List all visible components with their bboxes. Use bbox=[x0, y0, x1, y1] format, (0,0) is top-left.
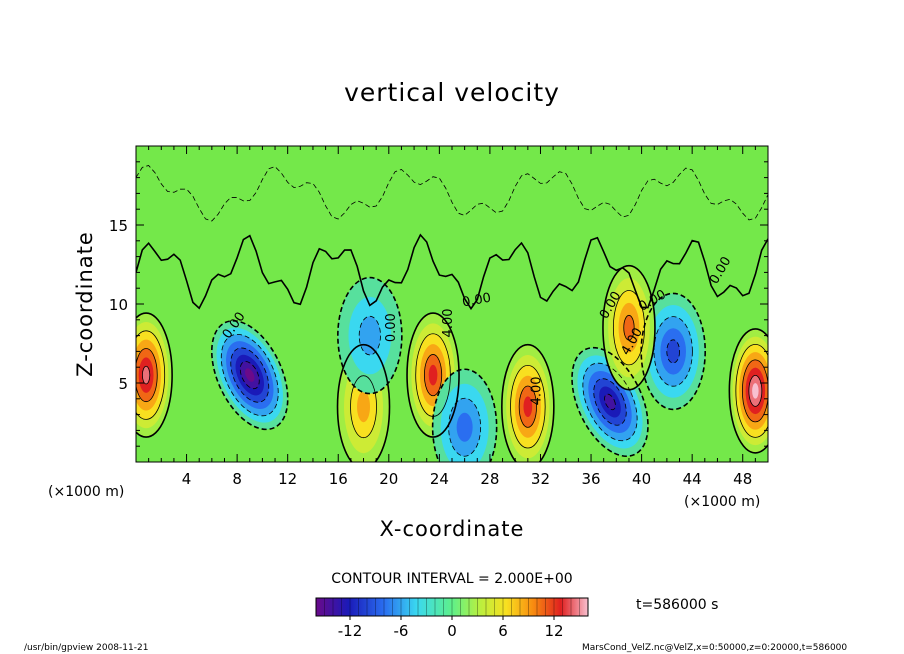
x-unit-right: (×1000 m) bbox=[684, 494, 760, 510]
x-tick-label: 8 bbox=[232, 470, 242, 488]
x-tick-label: 40 bbox=[632, 470, 651, 488]
upper-contour bbox=[136, 165, 768, 222]
zero-contour bbox=[136, 233, 768, 311]
x-axis-ticks: 4 8 12 16 20 24 28 32 36 40 44 48 bbox=[148, 146, 756, 488]
x-axis-title: X-coordinate bbox=[380, 517, 525, 541]
y-tick-label: 10 bbox=[109, 296, 128, 314]
colorbar-tick-label: 12 bbox=[544, 622, 563, 640]
colorbar-tick-label: 6 bbox=[498, 622, 508, 640]
x-tick-label: 16 bbox=[329, 470, 348, 488]
colorbar-tick-label: -12 bbox=[338, 622, 363, 640]
footer-left: /usr/bin/gpview 2008-11-21 bbox=[24, 643, 148, 653]
x-tick-label: 32 bbox=[531, 470, 550, 488]
contour-label: 0.00 bbox=[461, 291, 492, 311]
colorbar-ticks: -12 -6 0 6 12 bbox=[338, 616, 564, 640]
updraft-cell-5 bbox=[501, 344, 554, 462]
x-tick-label: 4 bbox=[182, 470, 192, 488]
x-tick-label: 28 bbox=[480, 470, 499, 488]
updraft-cell-8 bbox=[729, 328, 768, 453]
y-axis-title: Z-coordinate bbox=[73, 231, 97, 377]
downdraft-cell-7 bbox=[641, 293, 706, 410]
contour-label: 4.00 bbox=[441, 308, 456, 337]
x-tick-label: 20 bbox=[379, 470, 398, 488]
colorbar-tick-label: -6 bbox=[394, 622, 409, 640]
x-tick-label: 48 bbox=[733, 470, 752, 488]
contour-interval-label: CONTOUR INTERVAL = 2.000E+00 bbox=[331, 571, 572, 587]
y-tick-label: 15 bbox=[109, 217, 128, 235]
footer-right: MarsCond_VelZ.nc@VelZ,x=0:50000,z=0:2000… bbox=[582, 643, 847, 653]
contour-lines bbox=[136, 165, 768, 462]
colorbar: -12 -6 0 6 12 bbox=[315, 597, 589, 640]
time-label: t=586000 s bbox=[636, 597, 718, 613]
colorbar-tick-label: 0 bbox=[447, 622, 457, 640]
x-unit-left: (×1000 m) bbox=[48, 484, 124, 500]
downdraft-cell-9 bbox=[337, 277, 402, 394]
y-axis-ticks: 5 10 15 bbox=[109, 161, 768, 447]
y-tick-label: 5 bbox=[118, 375, 128, 393]
chart-title: vertical velocity bbox=[344, 78, 560, 107]
contour-label: 4.00 bbox=[529, 376, 544, 405]
x-tick-label: 36 bbox=[581, 470, 600, 488]
x-tick-label: 44 bbox=[683, 470, 702, 488]
downdraft-cell-1 bbox=[211, 320, 288, 430]
colorbar-dividers bbox=[324, 598, 580, 616]
x-tick-label: 12 bbox=[278, 470, 297, 488]
contour-label: 0.00 bbox=[384, 313, 399, 342]
x-tick-label: 24 bbox=[430, 470, 449, 488]
